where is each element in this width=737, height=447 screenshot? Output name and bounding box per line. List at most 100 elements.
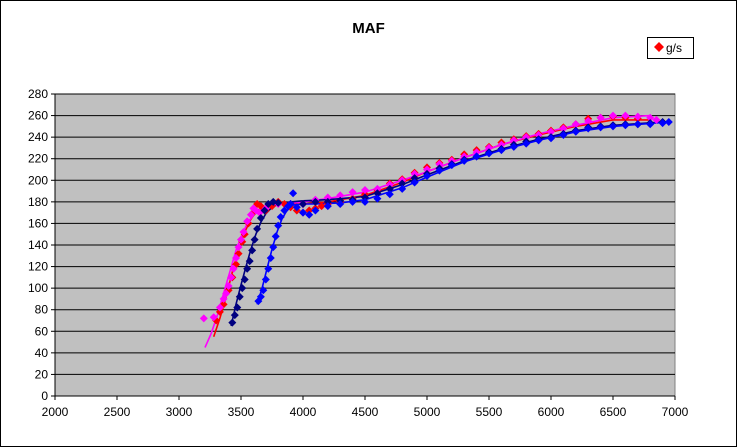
data-point	[317, 202, 326, 211]
data-point	[215, 303, 224, 312]
series-2	[199, 111, 661, 323]
data-point	[410, 169, 419, 178]
data-point	[292, 203, 301, 212]
trendline-3	[230, 121, 663, 327]
y-tick-label: 100	[28, 281, 48, 295]
data-point	[230, 311, 239, 320]
y-tick-label: 160	[28, 216, 48, 230]
data-point	[497, 146, 506, 155]
data-point	[609, 122, 617, 131]
data-point	[229, 264, 238, 273]
data-point	[584, 124, 593, 133]
y-tick-label: 60	[35, 324, 49, 338]
data-point	[596, 123, 605, 132]
y-tick-label: 280	[28, 87, 48, 101]
data-point	[232, 253, 241, 262]
data-point	[658, 119, 667, 128]
x-tick-label: 5500	[476, 405, 503, 419]
data-point	[269, 243, 278, 252]
data-point	[652, 115, 661, 124]
data-point	[239, 228, 248, 237]
data-point	[299, 200, 307, 209]
data-point	[299, 208, 307, 217]
data-point	[423, 165, 431, 174]
data-point	[447, 161, 456, 170]
x-tick-label: 6000	[538, 405, 565, 419]
data-point	[559, 124, 568, 133]
data-point	[260, 206, 269, 215]
data-point	[248, 246, 257, 255]
points-layer	[199, 111, 673, 327]
data-point	[373, 189, 382, 198]
data-point	[250, 235, 259, 244]
data-point	[361, 197, 369, 206]
data-point	[621, 111, 630, 120]
x-tick-label: 6500	[600, 405, 627, 419]
data-point	[246, 210, 255, 219]
data-point	[228, 318, 237, 327]
series-4	[254, 118, 673, 306]
data-point	[289, 189, 298, 198]
data-point	[323, 193, 332, 202]
data-point	[266, 253, 275, 262]
x-tick-label: 7000	[662, 405, 689, 419]
data-point	[398, 184, 407, 193]
data-point	[227, 273, 236, 282]
legend-marker-red-diamond	[654, 42, 664, 52]
data-point	[256, 214, 265, 223]
data-point	[547, 127, 555, 136]
data-point	[435, 166, 444, 175]
data-point	[215, 307, 224, 316]
data-point	[410, 174, 419, 183]
x-tick-label: 3000	[166, 405, 193, 419]
data-point	[199, 314, 208, 323]
data-point	[373, 194, 382, 203]
data-point	[485, 143, 493, 152]
x-tick-label: 4500	[352, 405, 379, 419]
data-point	[385, 190, 394, 199]
y-tick-label: 180	[28, 195, 48, 209]
data-point	[646, 113, 655, 122]
data-point	[410, 178, 419, 187]
y-tick-label: 140	[28, 238, 48, 252]
data-point	[323, 202, 332, 211]
data-point	[243, 217, 252, 226]
y-tick-label: 200	[28, 173, 48, 187]
data-point	[633, 120, 642, 129]
data-point	[222, 289, 231, 298]
data-point	[633, 112, 642, 121]
data-point	[305, 206, 314, 215]
data-point	[233, 303, 242, 312]
data-point	[224, 281, 233, 290]
data-point	[497, 140, 506, 149]
data-point	[385, 184, 394, 193]
data-point	[348, 188, 357, 197]
data-point	[621, 121, 630, 130]
data-point	[571, 120, 580, 129]
data-point	[259, 286, 268, 295]
y-tick-label: 240	[28, 130, 48, 144]
data-point	[253, 224, 262, 233]
data-point	[286, 200, 295, 209]
y-tick-label: 120	[28, 260, 48, 274]
axes	[51, 93, 676, 400]
data-point	[209, 313, 218, 322]
data-point	[276, 212, 285, 221]
data-point	[361, 193, 369, 202]
data-point	[261, 275, 270, 284]
data-point	[245, 257, 254, 266]
data-point	[237, 235, 245, 244]
data-point	[509, 136, 518, 145]
data-point	[534, 136, 543, 145]
data-point	[243, 264, 252, 273]
data-point	[311, 197, 320, 206]
data-point	[311, 206, 320, 215]
y-tick-label: 0	[41, 389, 48, 403]
data-point	[361, 185, 369, 194]
data-point	[271, 232, 280, 241]
data-point	[264, 264, 273, 273]
y-tick-label: 80	[35, 303, 49, 317]
data-point	[336, 191, 345, 200]
data-point	[305, 210, 314, 219]
